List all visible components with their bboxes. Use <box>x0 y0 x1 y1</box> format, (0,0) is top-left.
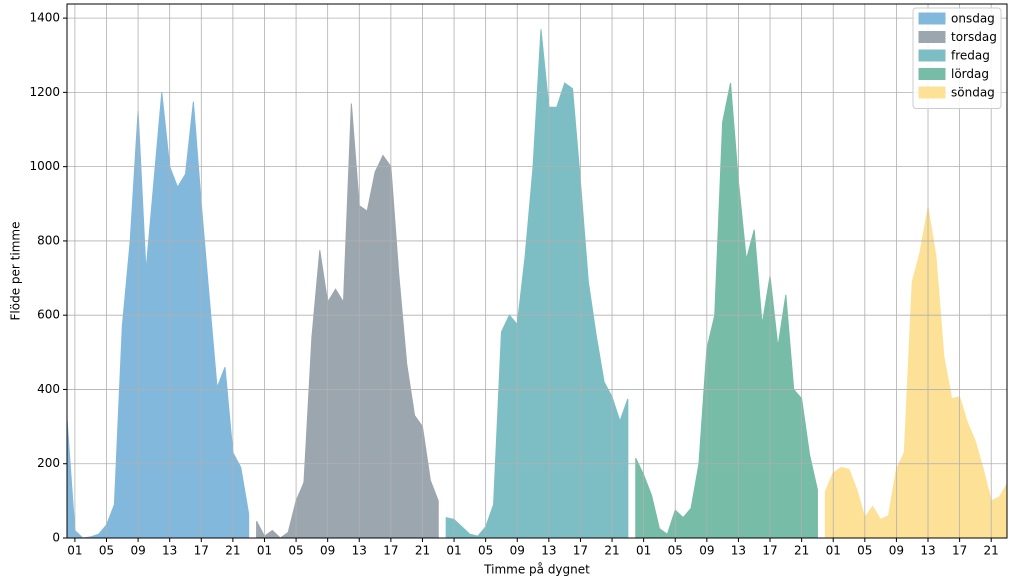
y-tick-label: 400 <box>37 382 60 396</box>
legend-label: lördag <box>951 67 989 81</box>
y-tick-label: 1000 <box>29 159 60 173</box>
x-tick-label: 05 <box>857 544 872 558</box>
legend: onsdag torsdag fredag lördag söndag <box>912 7 1002 109</box>
legend-swatch <box>918 12 946 25</box>
x-tick-label: 09 <box>889 544 904 558</box>
x-tick-label: 17 <box>383 544 398 558</box>
x-tick-label: 17 <box>762 544 777 558</box>
x-tick-label: 17 <box>952 544 967 558</box>
legend-label: söndag <box>951 86 995 100</box>
x-tick-label: 21 <box>984 544 999 558</box>
area <box>635 82 818 539</box>
x-tick-label: 01 <box>67 544 82 558</box>
x-tick-label: 13 <box>920 544 935 558</box>
y-tick-label: 1200 <box>29 85 60 99</box>
x-tick-label: 21 <box>415 544 430 558</box>
x-tick-label: 01 <box>826 544 841 558</box>
x-tick-label: 21 <box>794 544 809 558</box>
x-tick-label: 21 <box>604 544 619 558</box>
plot-frame <box>66 3 1008 539</box>
x-tick-label: 21 <box>225 544 240 558</box>
legend-label: torsdag <box>951 30 997 44</box>
y-tick-label: 200 <box>37 456 60 470</box>
y-tick-label: 0 <box>52 531 60 545</box>
x-tick-label: 13 <box>162 544 177 558</box>
y-tick-label: 1400 <box>29 11 60 25</box>
legend-label: onsdag <box>951 12 995 26</box>
x-tick-label: 09 <box>699 544 714 558</box>
y-tick-label: 800 <box>37 233 60 247</box>
x-tick-label: 05 <box>668 544 683 558</box>
x-tick-label: 09 <box>320 544 335 558</box>
y-tick-label: 600 <box>37 308 60 322</box>
x-tick-label: 05 <box>99 544 114 558</box>
x-axis-label: Timme på dygnet <box>483 563 590 577</box>
x-tick-label: 13 <box>352 544 367 558</box>
area <box>824 207 1008 539</box>
x-tick-label: 05 <box>478 544 493 558</box>
legend-swatch <box>918 68 946 80</box>
x-tick-label: 13 <box>731 544 746 558</box>
x-tick-label: 05 <box>288 544 303 558</box>
legend-swatch <box>918 49 946 62</box>
legend-swatch <box>918 31 946 43</box>
x-tick-label: 13 <box>541 544 556 558</box>
x-tick-label: 17 <box>194 544 209 558</box>
x-tick-label: 09 <box>130 544 145 558</box>
area <box>256 103 439 539</box>
y-axis-label: Flöde per timme <box>9 222 23 321</box>
x-tick-label: 17 <box>573 544 588 558</box>
legend-swatch <box>918 86 946 99</box>
x-tick-label: 01 <box>636 544 651 558</box>
area <box>445 29 629 539</box>
plot-area <box>66 29 1008 539</box>
x-tick-label: 01 <box>257 544 272 558</box>
x-tick-label: 09 <box>510 544 525 558</box>
legend-label: fredag <box>951 49 990 63</box>
x-tick-label: 01 <box>446 544 461 558</box>
